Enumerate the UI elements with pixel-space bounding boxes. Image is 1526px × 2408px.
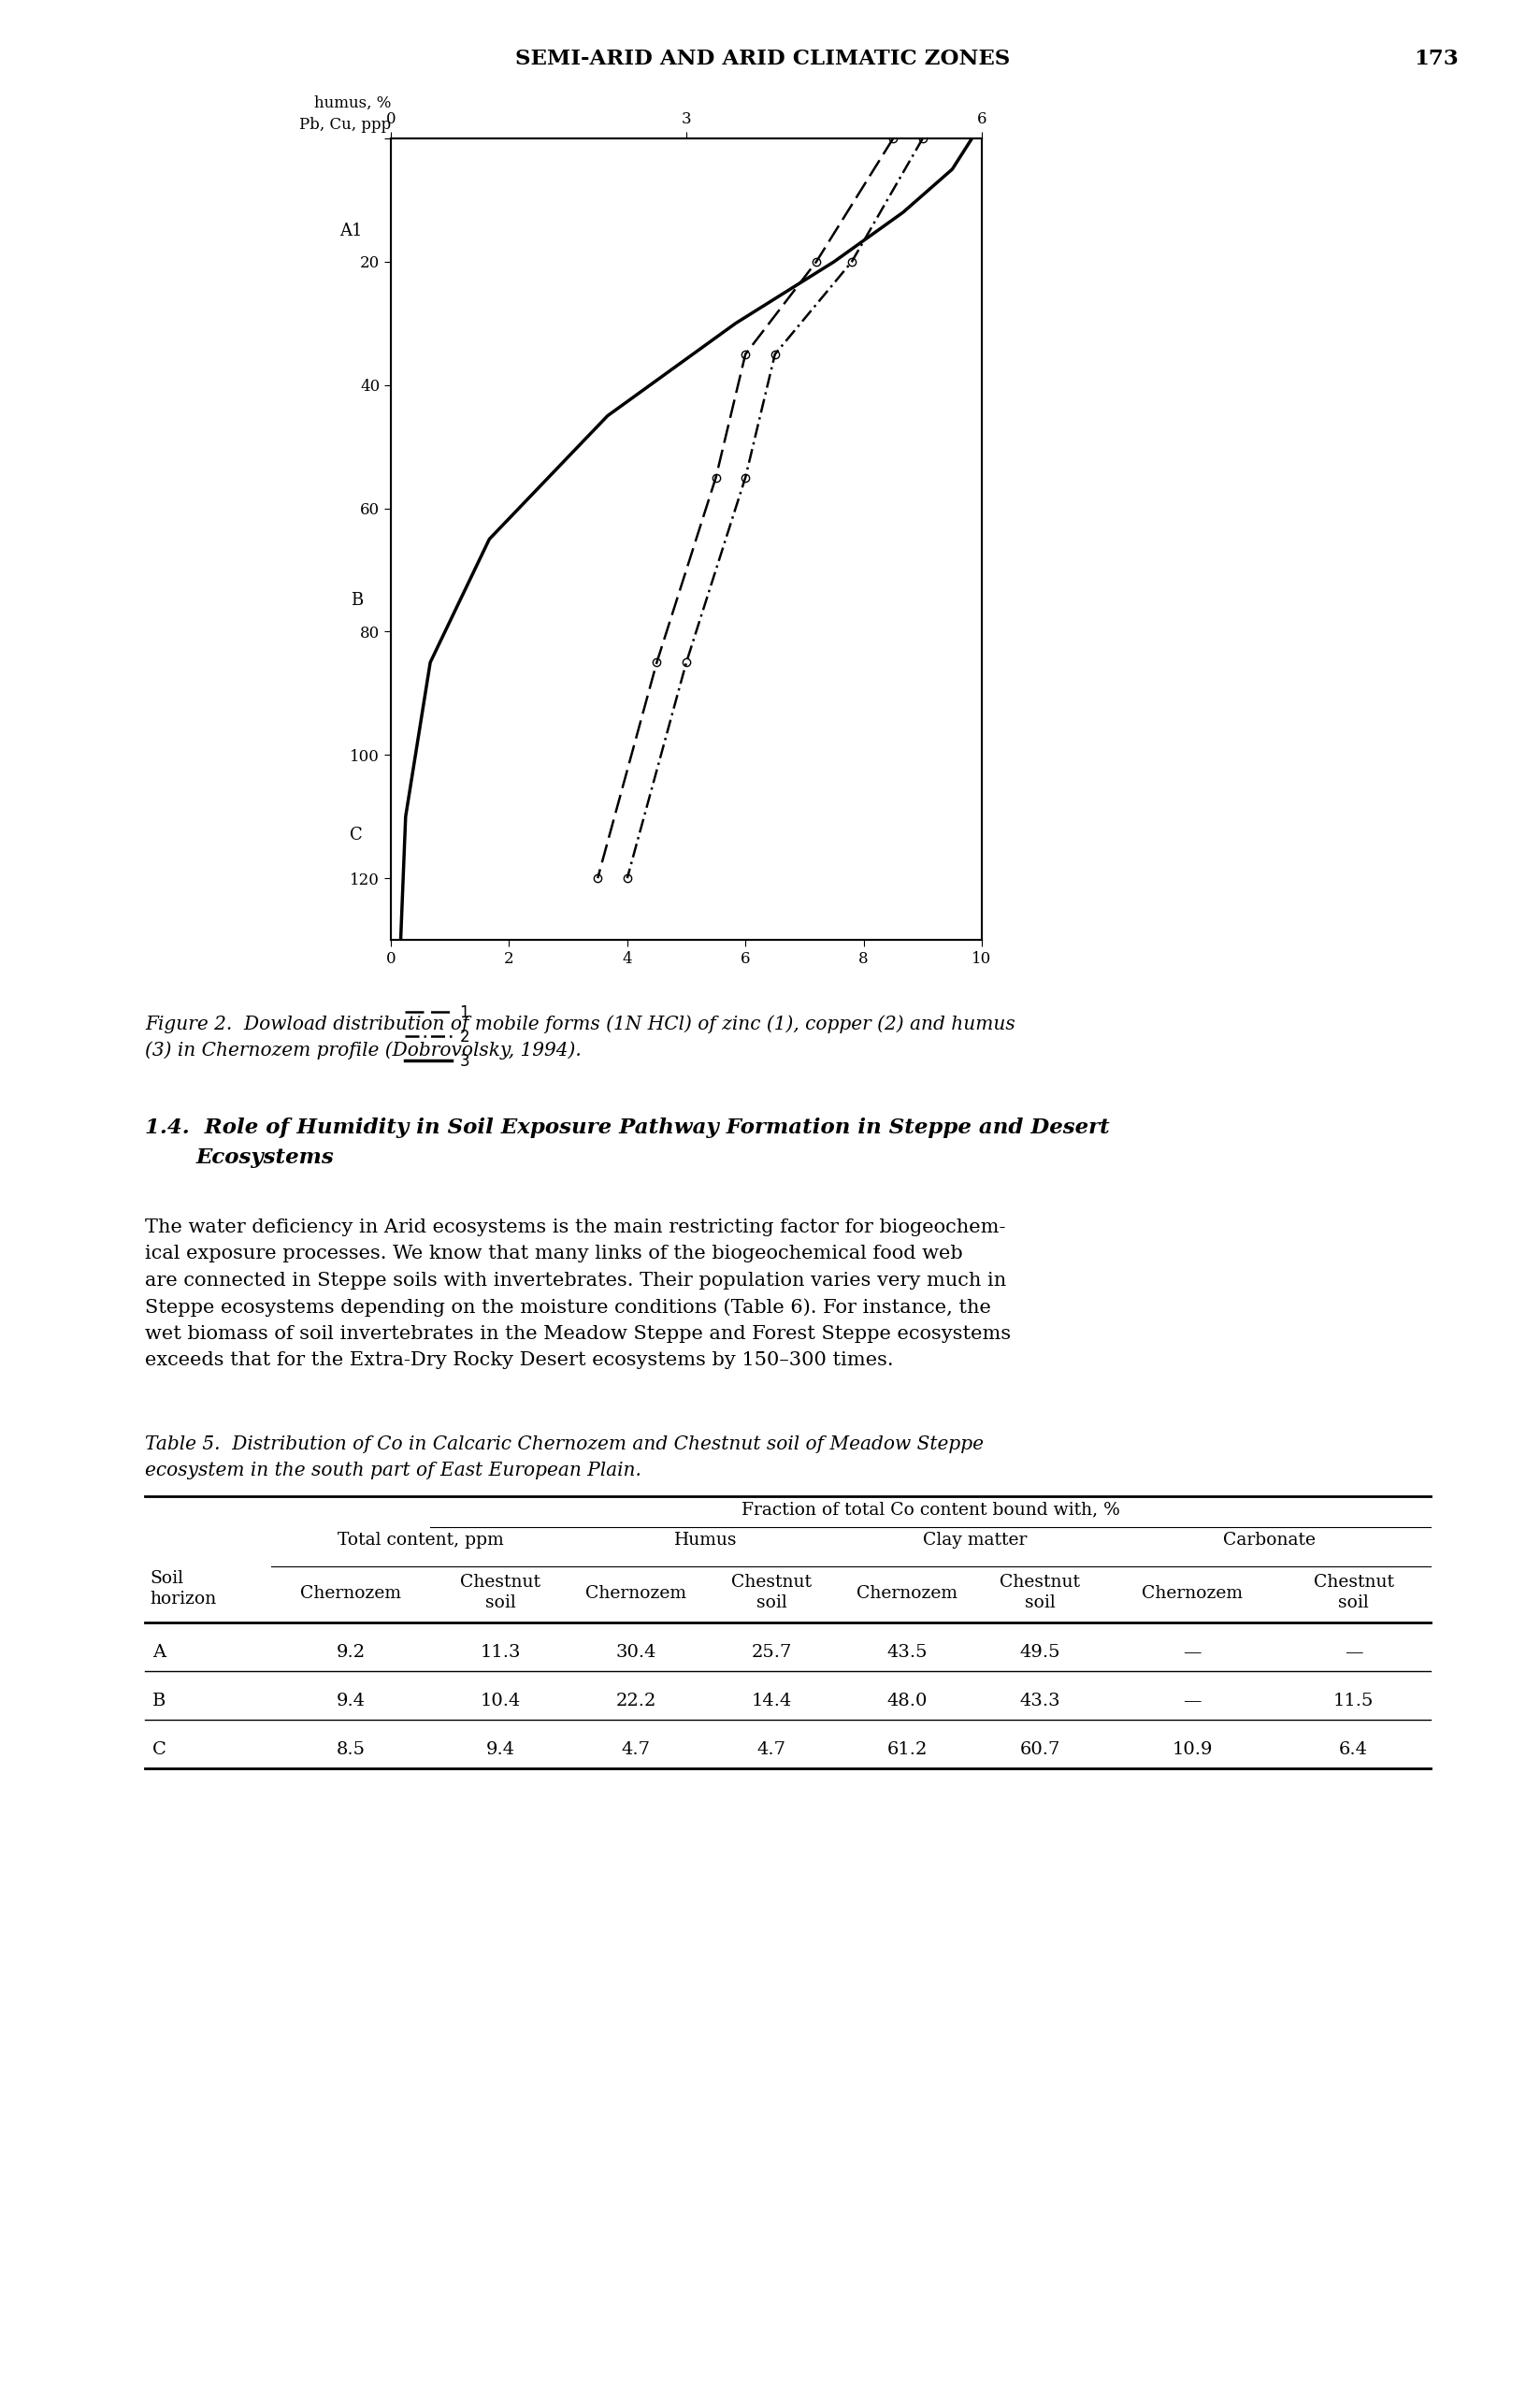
Text: Total content, ppm: Total content, ppm [337, 1531, 504, 1548]
Text: 43.5: 43.5 [887, 1645, 928, 1662]
Text: C: C [349, 826, 363, 843]
Text: humus, %: humus, % [314, 94, 391, 111]
Text: 11.5: 11.5 [1334, 1693, 1373, 1710]
Text: 60.7: 60.7 [1019, 1741, 1061, 1758]
Text: Chestnut
soil: Chestnut soil [731, 1575, 812, 1611]
Text: exceeds that for the Extra-Dry Rocky Desert ecosystems by 150–300 times.: exceeds that for the Extra-Dry Rocky Des… [145, 1351, 894, 1370]
Text: 30.4: 30.4 [615, 1645, 656, 1662]
Text: 173: 173 [1415, 48, 1459, 70]
Text: A: A [153, 1645, 166, 1662]
Text: Chernozem: Chernozem [301, 1584, 401, 1601]
Text: 11.3: 11.3 [479, 1645, 520, 1662]
Text: —: — [1183, 1693, 1201, 1710]
Text: 25.7: 25.7 [751, 1645, 792, 1662]
Text: Chestnut
soil: Chestnut soil [1000, 1575, 1080, 1611]
Text: SEMI-ARID AND ARID CLIMATIC ZONES: SEMI-ARID AND ARID CLIMATIC ZONES [516, 48, 1010, 70]
Text: B: B [153, 1693, 166, 1710]
Text: ecosystem in the south part of East European Plain.: ecosystem in the south part of East Euro… [145, 1462, 641, 1479]
Text: 10.9: 10.9 [1172, 1741, 1213, 1758]
Text: Chernozem: Chernozem [1141, 1584, 1242, 1601]
Text: A1: A1 [340, 222, 363, 238]
Text: Carbonate: Carbonate [1222, 1531, 1315, 1548]
Legend: 1, 2, 3: 1, 2, 3 [398, 997, 476, 1076]
Text: Chernozem: Chernozem [856, 1584, 957, 1601]
Text: Figure 2.  Dowload distribution of mobile forms (1N HCl) of zinc (1), copper (2): Figure 2. Dowload distribution of mobile… [145, 1014, 1015, 1033]
Text: 43.3: 43.3 [1019, 1693, 1061, 1710]
Text: Soil
horizon: Soil horizon [150, 1570, 217, 1609]
Text: 9.4: 9.4 [485, 1741, 514, 1758]
Text: ical exposure processes. We know that many links of the biogeochemical food web: ical exposure processes. We know that ma… [145, 1245, 963, 1262]
Text: 22.2: 22.2 [615, 1693, 656, 1710]
Text: Steppe ecosystems depending on the moisture conditions (Table 6). For instance, : Steppe ecosystems depending on the moist… [145, 1298, 990, 1317]
Text: Chernozem: Chernozem [586, 1584, 687, 1601]
Text: 6.4: 6.4 [1338, 1741, 1367, 1758]
Text: 49.5: 49.5 [1019, 1645, 1061, 1662]
Text: Chestnut
soil: Chestnut soil [459, 1575, 540, 1611]
Text: C: C [153, 1741, 166, 1758]
Text: 4.7: 4.7 [621, 1741, 650, 1758]
Text: Chestnut
soil: Chestnut soil [1314, 1575, 1393, 1611]
Text: 9.2: 9.2 [336, 1645, 365, 1662]
Text: —: — [1344, 1645, 1363, 1662]
Text: B: B [351, 592, 363, 609]
Text: Pb, Cu, ppp: Pb, Cu, ppp [299, 116, 391, 132]
Text: 48.0: 48.0 [887, 1693, 928, 1710]
Text: are connected in Steppe soils with invertebrates. Their population varies very m: are connected in Steppe soils with inver… [145, 1271, 1006, 1291]
Text: 1.4.  Role of Humidity in Soil Exposure Pathway Formation in Steppe and Desert: 1.4. Role of Humidity in Soil Exposure P… [145, 1117, 1109, 1139]
Text: The water deficiency in Arid ecosystems is the main restricting factor for bioge: The water deficiency in Arid ecosystems … [145, 1218, 1006, 1235]
Text: Table 5.  Distribution of Co in Calcaric Chernozem and Chestnut soil of Meadow S: Table 5. Distribution of Co in Calcaric … [145, 1435, 984, 1452]
Text: wet biomass of soil invertebrates in the Meadow Steppe and Forest Steppe ecosyst: wet biomass of soil invertebrates in the… [145, 1324, 1010, 1344]
Text: 14.4: 14.4 [751, 1693, 792, 1710]
Text: 61.2: 61.2 [887, 1741, 928, 1758]
Text: 9.4: 9.4 [336, 1693, 365, 1710]
Text: Fraction of total Co content bound with, %: Fraction of total Co content bound with,… [742, 1500, 1120, 1517]
Text: 10.4: 10.4 [481, 1693, 520, 1710]
Text: Ecosystems: Ecosystems [197, 1149, 334, 1168]
Text: (3) in Chernozem profile (Dobrovolsky, 1994).: (3) in Chernozem profile (Dobrovolsky, 1… [145, 1040, 581, 1060]
Text: Humus: Humus [674, 1531, 737, 1548]
Text: Clay matter: Clay matter [923, 1531, 1027, 1548]
Text: 8.5: 8.5 [336, 1741, 365, 1758]
Text: 4.7: 4.7 [757, 1741, 786, 1758]
Text: —: — [1183, 1645, 1201, 1662]
